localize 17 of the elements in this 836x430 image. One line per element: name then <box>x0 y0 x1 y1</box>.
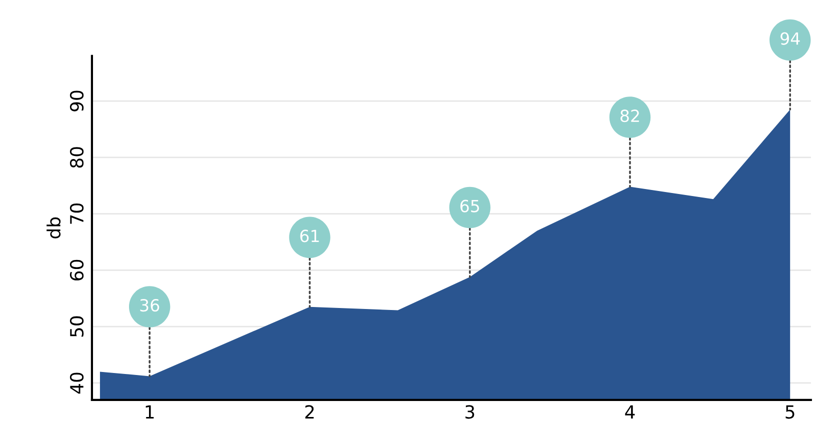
x-tick-label: 5 <box>786 405 794 419</box>
y-tick-label: 70 <box>70 204 84 224</box>
y-tick-label: 90 <box>70 90 84 112</box>
annotation: 82 <box>620 110 639 122</box>
y-tick-label: 50 <box>70 316 84 337</box>
y-tick-label: 80 <box>70 147 84 168</box>
annotation: 94 <box>780 32 800 45</box>
annotation: 65 <box>460 200 479 212</box>
x-tick-label: 2 <box>305 405 314 418</box>
annotation: 36 <box>140 299 160 312</box>
y-tick-label: 40 <box>70 372 84 394</box>
y-axis-title: db <box>46 217 61 238</box>
x-tick-label: 4 <box>625 405 635 418</box>
x-tick-label: 3 <box>465 405 474 419</box>
annotation: 61 <box>300 230 319 242</box>
x-tick-label: 1 <box>146 405 154 418</box>
y-tick-label: 60 <box>70 260 84 280</box>
